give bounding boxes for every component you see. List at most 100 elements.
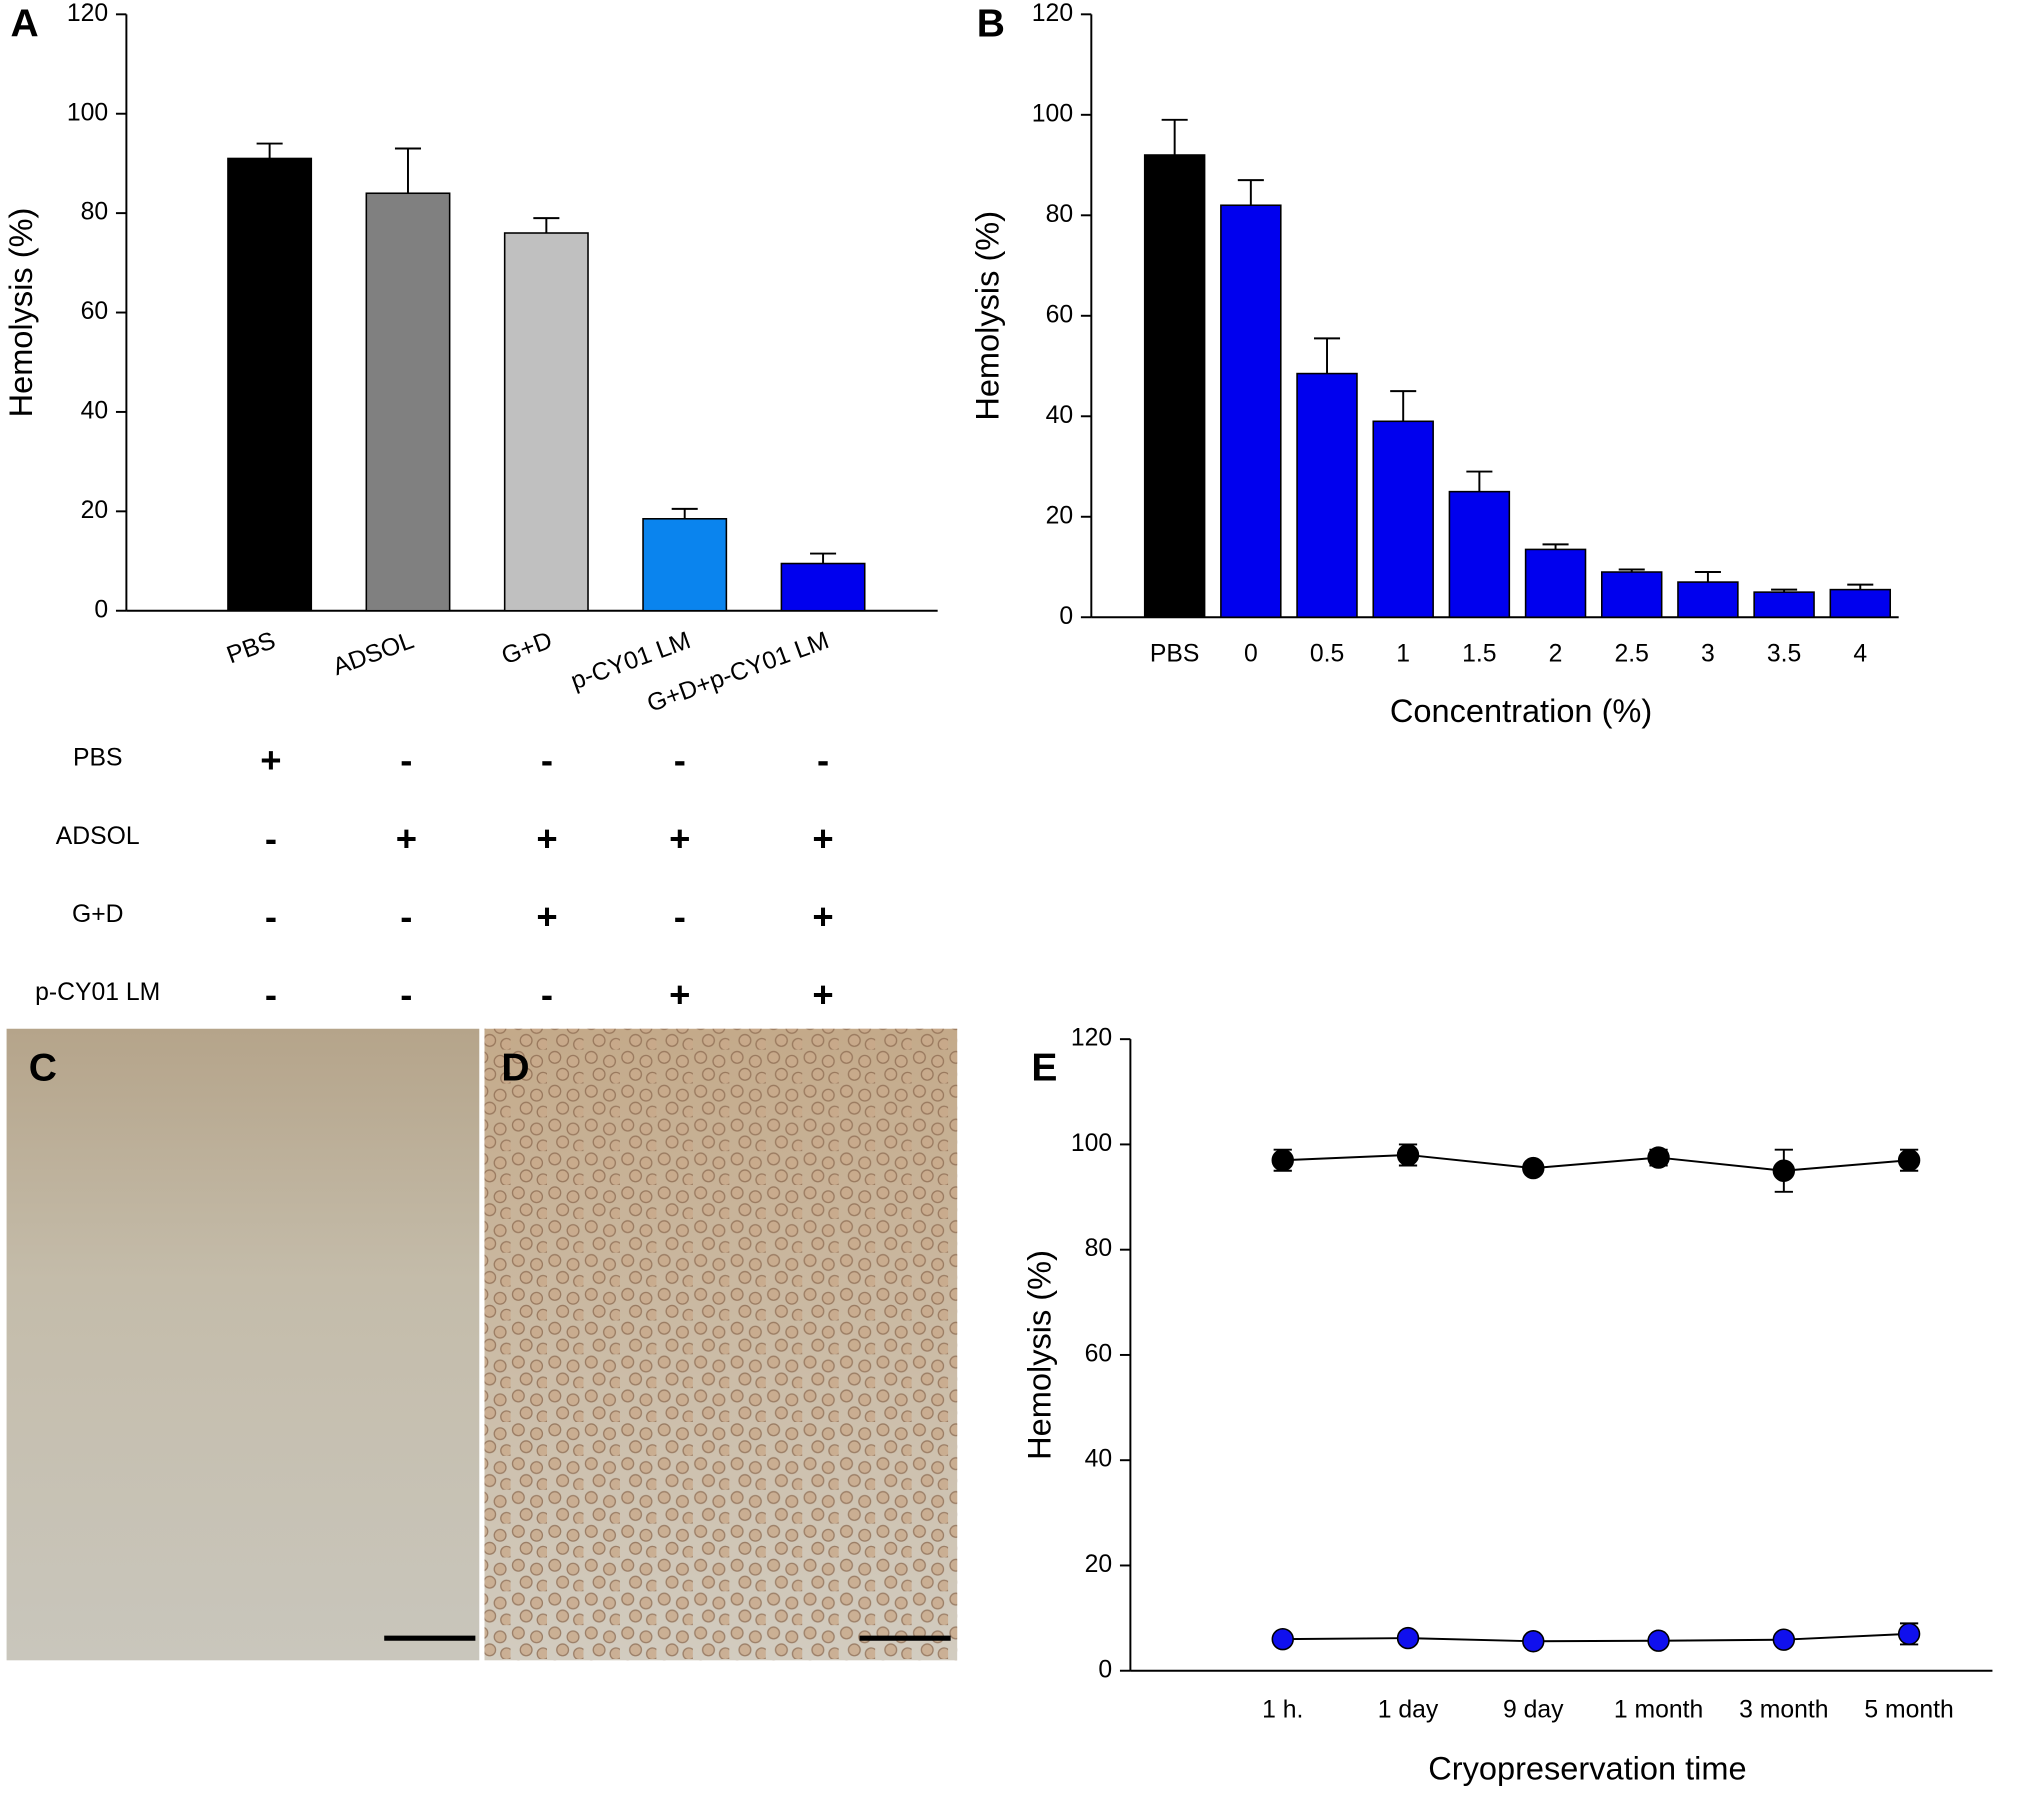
y-tick-label: 60 — [1046, 301, 1074, 328]
x-tick-label: 0 — [1244, 641, 1258, 668]
y-tick-label: 40 — [81, 397, 109, 424]
bar — [642, 518, 728, 612]
bar — [1601, 571, 1663, 619]
y-axis-title: Hemolysis (%) — [3, 208, 39, 418]
marker — [1396, 1626, 1420, 1650]
marker — [1897, 1149, 1921, 1172]
x-axis-title: Cryopreservation time — [1428, 1751, 1746, 1787]
y-tick-label: 80 — [1085, 1235, 1113, 1262]
marker — [1271, 1627, 1294, 1651]
table-cell: - — [674, 896, 686, 937]
bar — [227, 157, 313, 612]
y-tick-label: 40 — [1046, 402, 1074, 429]
table-cell: + — [536, 818, 557, 859]
table-cell: + — [396, 818, 417, 859]
x-tick-label: 3.5 — [1767, 641, 1801, 668]
bar — [1524, 548, 1587, 619]
x-tick-label: 4 — [1853, 641, 1867, 668]
row-label: p-CY01 LM — [35, 979, 160, 1006]
bar — [1220, 204, 1282, 619]
y-tick-label: 20 — [1085, 1551, 1113, 1578]
y-tick-label: 120 — [67, 0, 108, 27]
bar — [1372, 420, 1434, 619]
x-tick-label: 2.5 — [1615, 641, 1649, 668]
panel-label: E — [1031, 1047, 1057, 1090]
table-cell: - — [817, 740, 829, 781]
y-tick-label: 100 — [67, 99, 108, 126]
y-tick-label: 60 — [1085, 1340, 1113, 1367]
marker — [1772, 1628, 1796, 1651]
y-axis-title: Hemolysis (%) — [969, 211, 1005, 421]
marker — [1647, 1146, 1670, 1169]
bar — [1296, 372, 1358, 619]
table-cell: - — [265, 818, 277, 859]
x-tick-label: 2 — [1549, 641, 1563, 668]
x-tick-label: PBS — [223, 627, 279, 669]
micrograph-d: D — [484, 1028, 958, 1661]
panel-label: C — [29, 1047, 57, 1090]
marker — [1647, 1629, 1670, 1652]
row-label: PBS — [73, 745, 123, 772]
bar — [1143, 154, 1206, 619]
y-tick-label: 20 — [1046, 502, 1074, 529]
bar — [780, 562, 866, 612]
y-tick-label: 100 — [1032, 100, 1073, 127]
y-tick-label: 80 — [1046, 201, 1074, 228]
x-tick-label: 0.5 — [1310, 641, 1344, 668]
image-c — [6, 1028, 480, 1661]
marker — [1522, 1156, 1545, 1180]
x-tick-label: 1 — [1396, 641, 1410, 668]
table-cell: - — [541, 740, 553, 781]
row-label: ADSOL — [56, 823, 140, 850]
x-tick-label: 1.5 — [1462, 641, 1496, 668]
y-tick-label: 100 — [1071, 1130, 1112, 1157]
y-tick-label: 0 — [1098, 1656, 1112, 1683]
table-cell: - — [400, 974, 412, 1015]
y-tick-label: 120 — [1071, 1025, 1112, 1052]
table-cell: + — [260, 740, 281, 781]
y-tick-label: 0 — [94, 596, 108, 623]
y-tick-label: 60 — [81, 298, 109, 325]
bar — [503, 232, 589, 612]
table-cell: + — [536, 896, 557, 937]
x-tick-label: G+D — [498, 627, 556, 670]
x-tick-label: 5 month — [1864, 1697, 1953, 1724]
y-tick-label: 20 — [81, 497, 109, 524]
table-cell: + — [812, 818, 833, 859]
marker — [1522, 1630, 1545, 1653]
series-line — [1282, 1153, 1910, 1172]
x-tick-label: ADSOL — [329, 627, 417, 681]
x-tick-label: 1 h. — [1262, 1697, 1303, 1724]
panel-label: B — [977, 2, 1005, 45]
y-tick-label: 80 — [81, 199, 109, 226]
row-label: G+D — [72, 901, 124, 928]
bar — [1448, 490, 1511, 619]
y-tick-label: 40 — [1085, 1446, 1113, 1473]
table-cell: - — [674, 740, 686, 781]
marker — [1396, 1143, 1420, 1167]
y-tick-label: 0 — [1059, 603, 1073, 630]
x-tick-label: 1 month — [1614, 1697, 1703, 1724]
table-cell: + — [669, 974, 690, 1015]
table-cell: + — [812, 896, 833, 937]
table-cell: - — [541, 974, 553, 1015]
table-cell: + — [812, 974, 833, 1015]
x-axis-title: Concentration (%) — [1390, 693, 1652, 729]
bar — [1753, 591, 1815, 619]
micrograph-c: C — [6, 1028, 480, 1661]
series-line — [1282, 1632, 1910, 1643]
panel-label: A — [10, 2, 38, 45]
marker — [1897, 1622, 1921, 1646]
x-tick-label: PBS — [1150, 641, 1200, 668]
y-axis-title: Hemolysis (%) — [1021, 1250, 1057, 1460]
table-cell: - — [400, 740, 412, 781]
table-cell: - — [265, 896, 277, 937]
marker — [1772, 1159, 1796, 1182]
marker — [1271, 1149, 1294, 1172]
x-tick-label: 3 — [1701, 641, 1715, 668]
x-tick-label: 3 month — [1739, 1697, 1828, 1724]
x-tick-label: 9 day — [1503, 1697, 1564, 1724]
table-cell: - — [400, 896, 412, 937]
panel-label: D — [501, 1047, 529, 1090]
